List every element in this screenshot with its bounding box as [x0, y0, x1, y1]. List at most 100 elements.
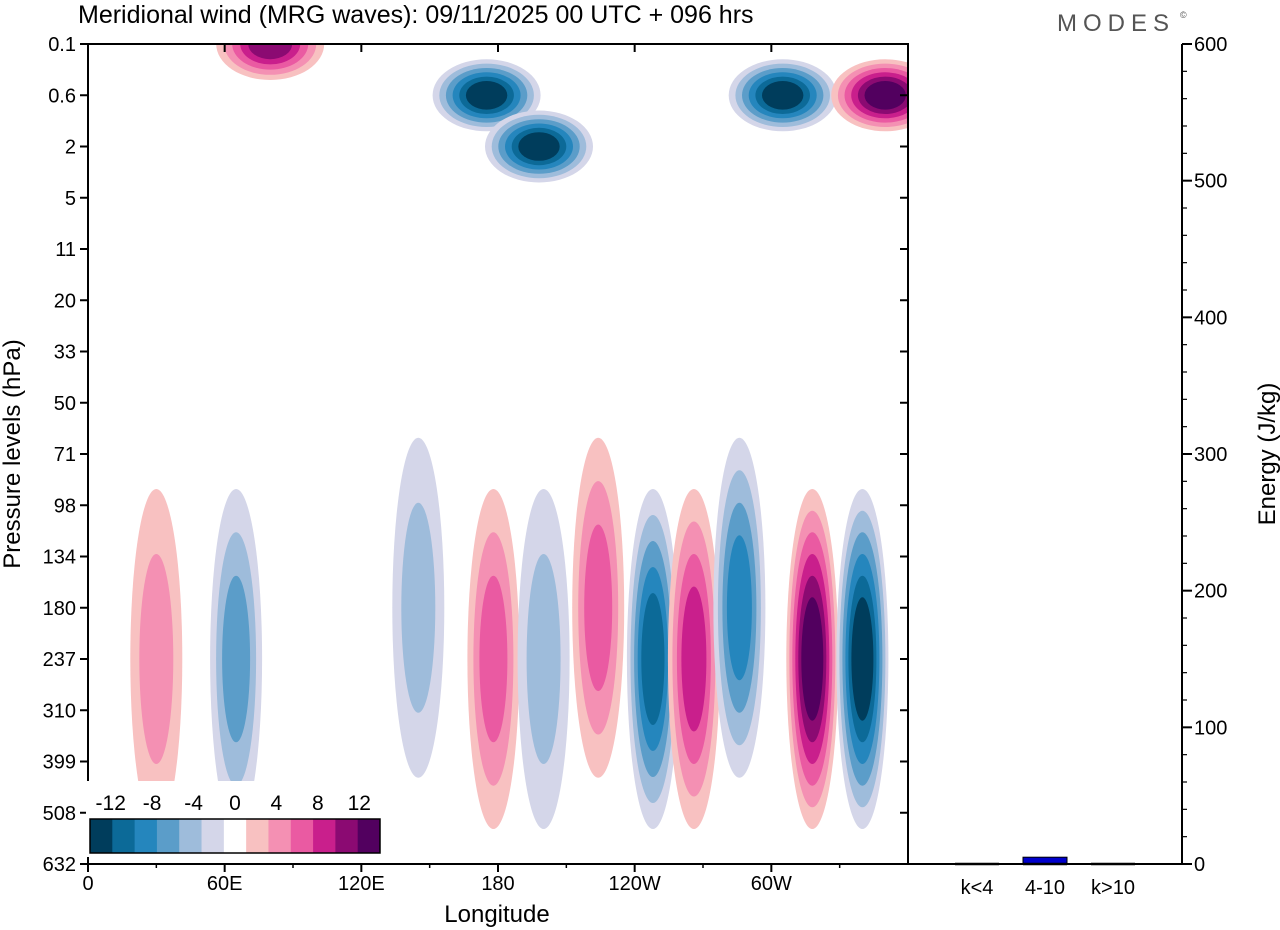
x-tick-label: 120W [609, 873, 661, 895]
y-tick-label: 399 [43, 752, 76, 774]
colorbar-swatch [156, 819, 180, 853]
wave-feature [210, 489, 263, 829]
y-tick-label: 2 [65, 137, 76, 159]
colorbar-swatch [335, 819, 359, 853]
colorbar-frame [89, 818, 381, 854]
contour-band [518, 132, 560, 161]
colorbar-label: -8 [143, 792, 162, 815]
wave-feature [728, 59, 837, 132]
energy-tick-label: 200 [1194, 581, 1227, 603]
y-tick-label: 71 [54, 444, 76, 466]
x-tick-label: 0 [82, 873, 93, 895]
contour-band [465, 81, 508, 110]
energy-background [908, 44, 1182, 864]
colorbar-label: 8 [312, 792, 324, 815]
wave-feature [831, 59, 908, 132]
colorbar-label: 4 [271, 792, 283, 815]
colorbar-swatch [90, 819, 113, 853]
energy-axis: 0 100 200 300 400 500 600 [1182, 34, 1227, 876]
y-tick-label: 20 [54, 290, 76, 312]
longitude-axis: 0 60E 120E 180 120W 60W [82, 44, 841, 895]
energy-categories: k<4 4-10 k>10 [955, 862, 1135, 899]
energy-category-label: k>10 [1091, 877, 1135, 899]
wave-feature [572, 437, 625, 778]
energy-axis-label: Energy (J/kg) [1254, 383, 1280, 526]
y-tick-label: 0.1 [48, 34, 76, 56]
colorbar-swatch [179, 819, 203, 853]
y-tick-label: 310 [43, 700, 76, 722]
wave-feature [216, 44, 325, 80]
y-tick-label: 180 [43, 598, 76, 620]
colorbar-swatch [268, 819, 292, 853]
contour-band [584, 524, 613, 692]
y-tick-label: 134 [43, 547, 76, 569]
modes-logo: MODES [1057, 10, 1175, 37]
contour-band [248, 44, 293, 60]
energy-tick-label: 0 [1194, 854, 1205, 876]
energy-tick-label: 500 [1194, 171, 1227, 193]
energy-tick-label: 300 [1194, 444, 1227, 466]
colorbar-swatch [357, 819, 381, 853]
contour-band [641, 593, 665, 725]
y-tick-label: 0.6 [48, 85, 76, 107]
y-tick-label: 98 [54, 495, 76, 517]
colorbar-swatch [246, 819, 269, 853]
y-tick-label: 50 [54, 393, 76, 415]
y-tick-label: 632 [43, 854, 76, 876]
y-axis-label: Pressure levels (hPa) [0, 339, 26, 568]
contour-band [726, 535, 752, 681]
heatmap-plot: 0 60E 120E 180 120W 60W 0.1 0.6 2 5 11 20 33 50 71 98 1… [43, 34, 909, 895]
colorbar-label: -4 [184, 792, 203, 815]
pressure-axis: 0.1 0.6 2 5 11 20 33 50 71 98 134 180 237 310 399 508 63… [43, 34, 908, 876]
wave-feature [713, 437, 766, 778]
contour-band [401, 502, 436, 713]
energy-tick-label: 100 [1194, 717, 1227, 739]
wave-feature [485, 110, 593, 183]
wave-feature [667, 489, 720, 829]
x-axis-label: Longitude [444, 901, 549, 928]
colorbar-swatch [223, 819, 247, 853]
y-tick-label: 11 [55, 239, 76, 261]
wave-feature [130, 489, 183, 829]
wave-feature [836, 489, 889, 829]
energy-category-label: 4-10 [1025, 877, 1065, 899]
modes-logo-mark: © [1180, 10, 1187, 20]
wave-feature [467, 489, 520, 829]
heatmap-contours [130, 44, 908, 829]
colorbar-swatch [313, 819, 336, 853]
contour-band [526, 554, 561, 764]
contour-band [851, 597, 874, 721]
colorbar-label: -12 [96, 792, 126, 815]
energy-panel: 0 100 200 300 400 500 600 k<4 4-10 k>10 [907, 34, 1227, 899]
wave-feature [392, 437, 445, 778]
contour-band [681, 586, 707, 732]
y-tick-label: 237 [43, 649, 76, 671]
chart-title: Meridional wind (MRG waves): 09/11/2025 … [78, 1, 754, 29]
wave-feature [786, 489, 839, 829]
energy-tick-label: 400 [1194, 307, 1227, 329]
wave-feature [626, 489, 679, 829]
wave-feature [517, 489, 570, 829]
y-tick-label: 508 [43, 803, 76, 825]
colorbar-label: 0 [229, 792, 241, 815]
wave-feature [432, 59, 541, 132]
colorbar-label: 12 [348, 792, 371, 815]
contour-band [479, 575, 508, 743]
colorbar-swatch [134, 819, 158, 853]
y-tick-label: 5 [65, 188, 76, 210]
contour-band [139, 554, 174, 764]
contour-band [222, 575, 251, 743]
x-tick-label: 60W [751, 873, 792, 895]
colorbar-swatch [201, 819, 225, 853]
contour-band [801, 597, 824, 721]
contour-band [864, 81, 906, 110]
x-tick-label: 60E [207, 873, 243, 895]
colorbar-swatch [290, 819, 314, 853]
x-tick-label: 180 [481, 873, 514, 895]
contour-band [762, 81, 804, 110]
colorbar: -12 -8 -4 0 4 8 12 [86, 781, 384, 857]
energy-category-label: k<4 [961, 877, 994, 899]
colorbar-swatch [112, 819, 136, 853]
energy-tick-label: 600 [1194, 34, 1227, 56]
